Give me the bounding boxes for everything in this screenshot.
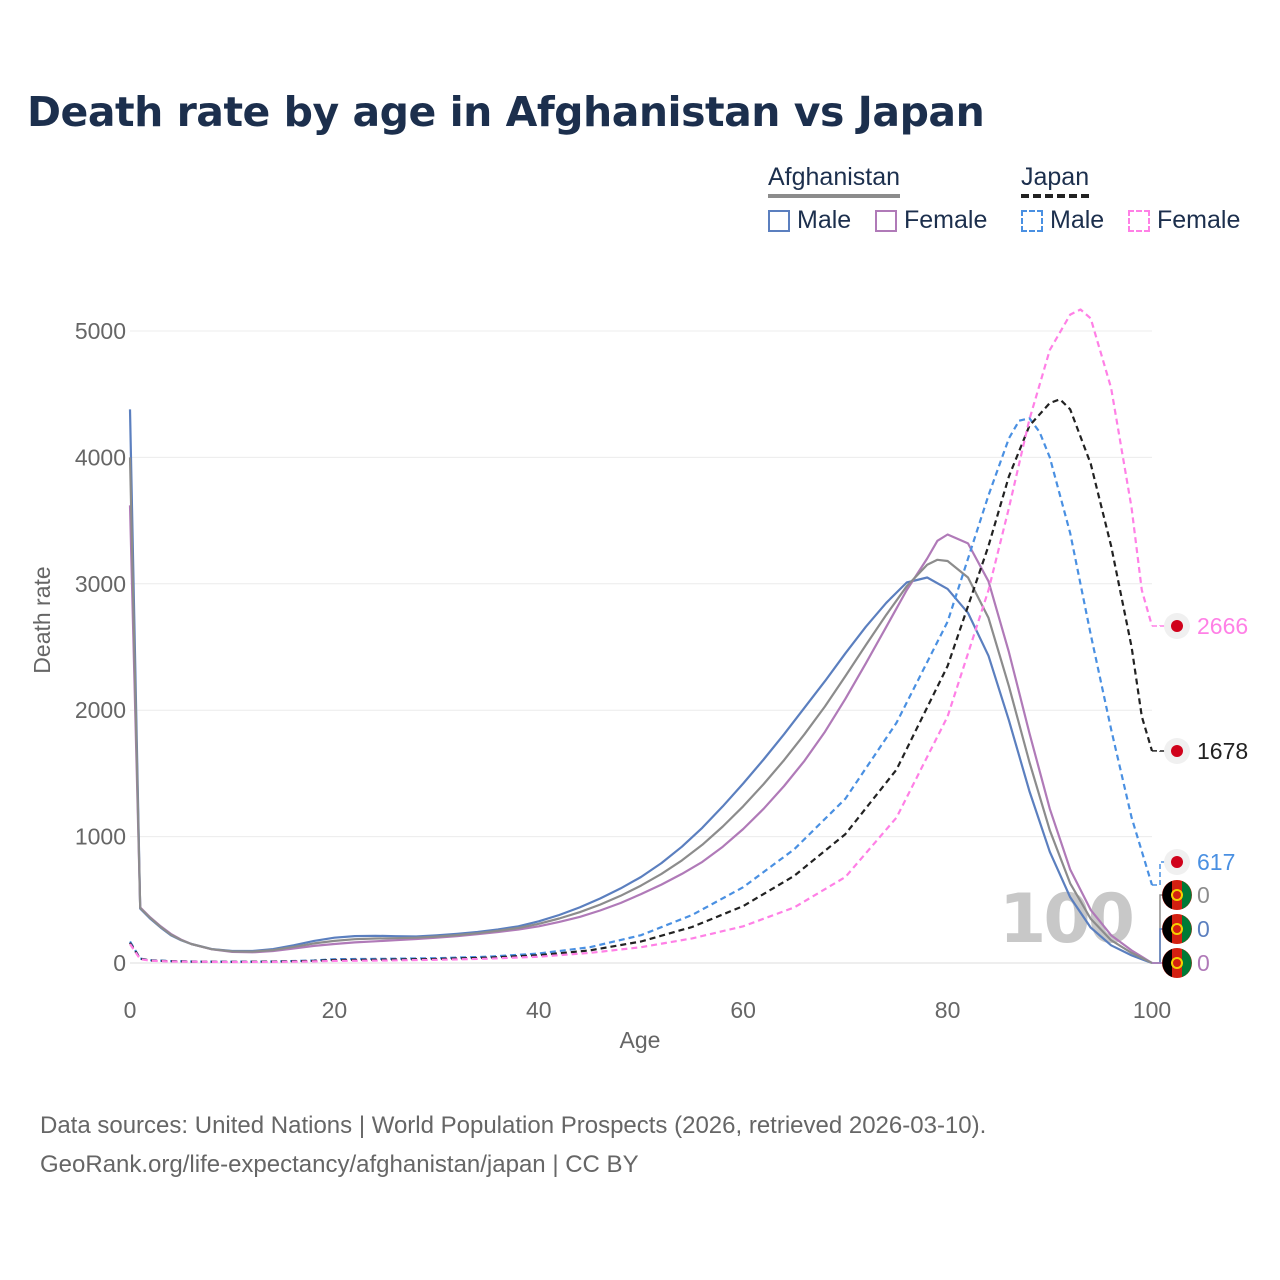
- x-axis-title: Age: [620, 1027, 661, 1053]
- x-tick-label-40: 40: [526, 997, 552, 1023]
- x-tick-label-80: 80: [935, 997, 961, 1023]
- legend-item-afghanistan-male[interactable]: Male: [768, 206, 851, 235]
- legend-label-afghanistan-male: Male: [797, 206, 852, 234]
- series-line-afghanistan-total: [128, 457, 1153, 964]
- legend-group-afghanistan[interactable]: Afghanistan: [768, 163, 901, 198]
- legend-label-japan-female: Female: [1157, 206, 1241, 234]
- end-label-afghanistan-male: 0: [1197, 916, 1210, 942]
- legend-item-afghanistan-female[interactable]: Female: [875, 206, 987, 235]
- flag-afghanistan-emblem: [1171, 957, 1183, 969]
- legend-item-japan-female[interactable]: Female: [1128, 206, 1240, 235]
- chart-footer: Data sources: United Nations | World Pop…: [40, 1106, 986, 1184]
- y-tick-label-5000: 5000: [75, 318, 126, 344]
- y-axis-title: Death rate: [29, 566, 55, 673]
- legend-label-afghanistan-female: Female: [904, 206, 988, 234]
- x-tick-label-0: 0: [124, 997, 137, 1023]
- flag-afghanistan-green: [1182, 915, 1192, 943]
- end-label-japan-male: 617: [1197, 849, 1235, 875]
- legend-swatch-afghanistan-male: [768, 209, 790, 232]
- y-tick-label-3000: 3000: [75, 571, 126, 597]
- y-tick-label-2000: 2000: [75, 697, 126, 723]
- end-label-afghanistan-total: 0: [1197, 882, 1210, 908]
- flag-afghanistan-black: [1162, 881, 1172, 909]
- flag-afghanistan-emblem: [1171, 923, 1183, 935]
- x-tick-label-60: 60: [730, 997, 756, 1023]
- flag-japan-disc: [1171, 745, 1183, 757]
- flag-afghanistan-black: [1162, 915, 1172, 943]
- x-tick-label-100: 100: [1133, 997, 1171, 1023]
- legend-group-japan[interactable]: Japan: [1021, 163, 1090, 198]
- end-label-japan-female: 2666: [1197, 613, 1248, 639]
- flag-japan-disc: [1171, 856, 1183, 868]
- y-tick-label-1000: 1000: [75, 824, 126, 850]
- end-label-afghanistan-female: 0: [1197, 950, 1210, 976]
- y-tick-label-4000: 4000: [75, 444, 126, 470]
- legend-swatch-japan-female: [1128, 209, 1150, 232]
- legend-swatch-japan-male: [1021, 209, 1043, 232]
- flag-afghanistan-emblem: [1171, 889, 1183, 901]
- flag-japan-disc: [1171, 620, 1183, 632]
- chart-title: Death rate by age in Afghanistan vs Japa…: [27, 88, 985, 136]
- x-tick-label-20: 20: [322, 997, 348, 1023]
- legend-label-japan-male: Male: [1050, 206, 1105, 234]
- flag-afghanistan-black: [1162, 949, 1172, 977]
- y-tick-label-0: 0: [113, 950, 126, 976]
- flag-afghanistan-green: [1182, 949, 1192, 977]
- footer-attribution: GeoRank.org/life-expectancy/afghanistan/…: [40, 1151, 639, 1178]
- series-line-japan-total: [129, 398, 1154, 963]
- series-line-japan-female: [129, 308, 1154, 964]
- legend-swatch-afghanistan-female: [875, 209, 897, 232]
- legend-item-japan-male[interactable]: Male: [1021, 206, 1104, 235]
- end-label-japan-total: 1678: [1197, 738, 1248, 764]
- end-connector-japan-male: [1152, 861, 1166, 886]
- flag-afghanistan-green: [1182, 881, 1192, 909]
- series-line-japan-male: [129, 417, 1154, 963]
- footer-sources: Data sources: United Nations | World Pop…: [40, 1112, 987, 1139]
